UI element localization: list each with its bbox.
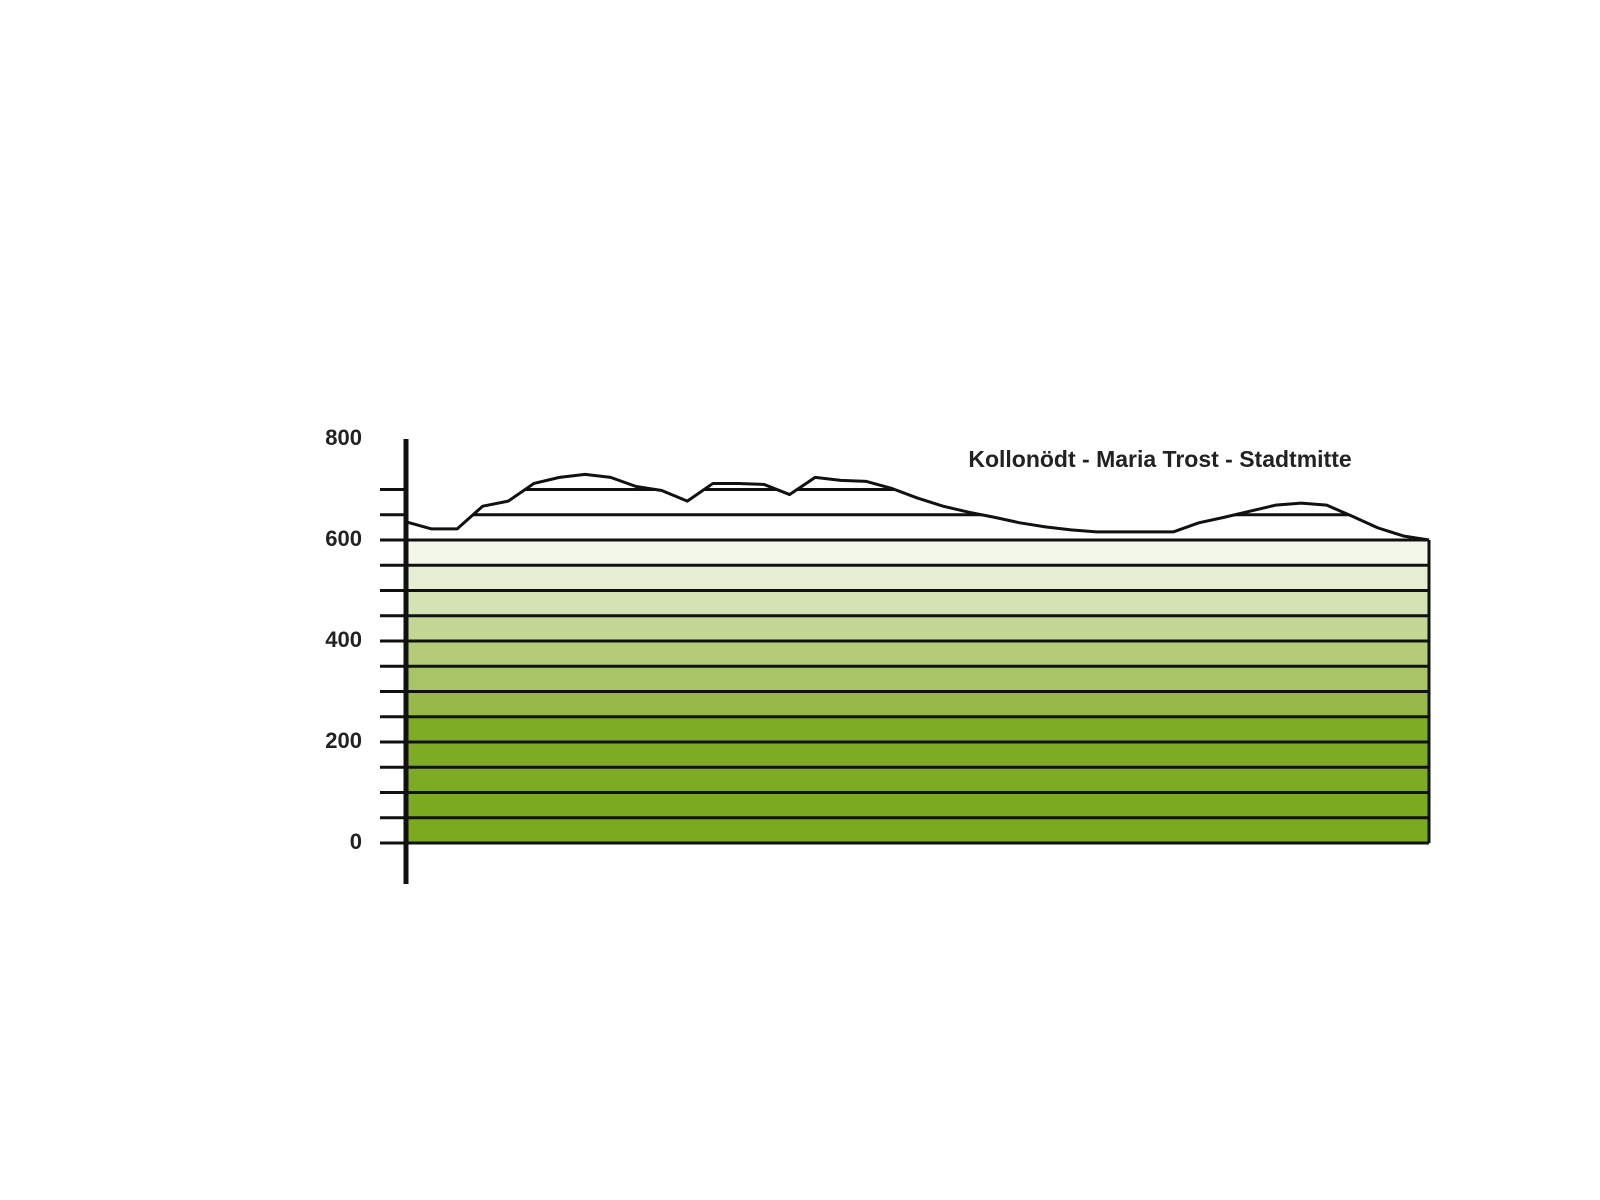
y-tick-label: 200 [325,728,362,753]
band [406,590,1429,616]
y-tick-label: 800 [325,425,362,450]
band [406,565,1429,591]
band [406,817,1429,843]
band [406,767,1429,793]
band [406,691,1429,717]
y-tick-label: 400 [325,627,362,652]
y-tick-label: 600 [325,526,362,551]
band [406,716,1429,742]
band [406,641,1429,667]
y-tick-label: 0 [350,829,362,854]
chart-title: Kollonödt - Maria Trost - Stadtmitte [968,446,1351,472]
band [406,666,1429,692]
band [406,540,1429,566]
band [406,615,1429,641]
band [406,792,1429,818]
band [406,742,1429,768]
profile-line [405,472,1430,542]
